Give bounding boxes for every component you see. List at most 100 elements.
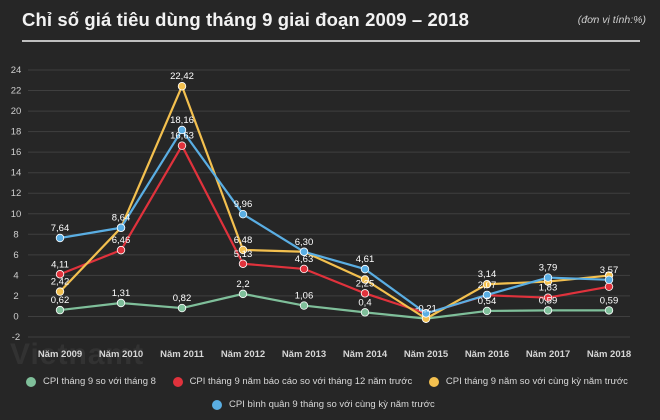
data-point [482, 306, 492, 316]
data-label: 2,2 [236, 279, 249, 290]
y-tick-label: -2 [12, 332, 20, 343]
data-point [238, 289, 248, 299]
x-tick-label: Năm 2010 [99, 349, 143, 360]
data-label: 4,63 [295, 254, 314, 265]
data-label: 1,83 [539, 283, 558, 294]
data-label: 6,30 [295, 237, 314, 248]
x-tick-label: Năm 2017 [526, 349, 570, 360]
y-tick-label: 12 [11, 188, 22, 199]
data-label: 2,07 [478, 280, 497, 291]
data-point [177, 303, 187, 313]
y-tick-label: 10 [11, 209, 22, 220]
data-point [238, 259, 248, 268]
data-label: 7,64 [51, 223, 70, 234]
x-tick-label: Năm 2014 [343, 349, 388, 360]
x-tick-label: Năm 2015 [404, 349, 449, 360]
y-tick-label: 6 [13, 250, 18, 261]
series-line-3 [59, 128, 610, 315]
x-tick-label: Năm 2011 [160, 349, 205, 360]
data-point [55, 270, 65, 279]
data-point [299, 264, 309, 274]
y-tick-label: 2 [13, 291, 18, 302]
data-point [55, 305, 65, 315]
data-label: 0,59 [539, 295, 558, 306]
data-point [421, 309, 431, 318]
data-point [238, 245, 248, 255]
series-line-2 [59, 85, 610, 320]
data-point [299, 247, 309, 256]
y-tick-label: 20 [11, 106, 22, 117]
y-tick-label: 8 [13, 229, 18, 240]
data-point [116, 223, 126, 232]
unit-note: (đơn vị tính:%) [577, 14, 646, 26]
legend-label: CPI bình quân 9 tháng so với cùng kỳ năm… [229, 399, 435, 410]
y-tick-label: 0 [13, 311, 18, 322]
title-rule [22, 40, 640, 42]
data-label: 0,4 [358, 297, 371, 308]
data-point [238, 209, 248, 219]
data-point [543, 273, 553, 282]
data-point [482, 280, 492, 289]
data-label: 22,42 [170, 71, 194, 82]
legend-label: CPI tháng 9 so với tháng 8 [43, 376, 156, 387]
x-tick-label: Năm 2009 [38, 349, 82, 360]
data-label: 16,63 [170, 131, 194, 142]
data-point [360, 264, 370, 274]
y-tick-label: 18 [11, 127, 22, 138]
data-point [360, 308, 370, 317]
data-point [55, 287, 65, 296]
data-label: 6,46 [112, 235, 131, 246]
legend-item: CPI tháng 9 năm so với cùng kỳ năm trước [428, 376, 628, 387]
data-point [177, 141, 187, 150]
legend-dot-red [172, 376, 183, 387]
data-label: 6,48 [234, 235, 253, 246]
data-point [177, 82, 187, 91]
data-point [116, 245, 126, 255]
data-label: 0,82 [173, 293, 192, 304]
chart-title: Chỉ số giá tiêu dùng tháng 9 giai đoạn 2… [22, 9, 470, 30]
legend-dot-blue [212, 399, 222, 410]
legend-dot-green [26, 376, 36, 387]
data-label: 2,25 [356, 278, 375, 289]
y-tick-label: 22 [11, 86, 22, 97]
data-label: 1,06 [295, 291, 314, 302]
data-label: 4,11 [51, 259, 69, 270]
legend-item: CPI tháng 9 so với tháng 8 [26, 376, 156, 387]
data-label: 0,59 [600, 295, 619, 306]
data-point [604, 282, 614, 291]
legend-item: CPI tháng 9 năm báo cáo so với tháng 12 … [172, 376, 413, 387]
data-label: 3,79 [539, 263, 558, 274]
y-tick-label: 14 [11, 168, 22, 179]
x-tick-label: Năm 2016 [465, 349, 509, 360]
data-label: 9,96 [234, 199, 253, 210]
y-tick-label: 16 [11, 147, 22, 158]
watermark: Vietnamt [10, 338, 145, 371]
legend-dot-yellow [428, 376, 439, 387]
data-point [116, 298, 126, 308]
data-label: 4,61 [356, 254, 375, 265]
x-tick-label: Năm 2018 [587, 349, 631, 360]
x-tick-label: Năm 2012 [221, 349, 265, 360]
data-point [299, 301, 309, 310]
y-tick-label: 24 [11, 65, 22, 76]
data-point [543, 293, 553, 302]
data-label: 0,54 [478, 296, 497, 307]
legend-label: CPI tháng 9 năm so với cùng kỳ năm trước [445, 376, 628, 387]
data-label: 1,31 [112, 288, 131, 299]
legend-row-2: CPI bình quân 9 tháng so với cùng kỳ năm… [212, 399, 449, 413]
data-point [604, 306, 614, 315]
data-point [360, 275, 370, 284]
legend-label: CPI tháng 9 năm báo cáo so với tháng 12 … [189, 376, 413, 387]
data-point [360, 289, 370, 298]
series-line-1 [59, 144, 610, 315]
data-label: 5,13 [234, 249, 253, 260]
data-label: 3,14 [478, 269, 497, 280]
legend-row-1: CPI tháng 9 so với tháng 8 CPI tháng 9 n… [26, 376, 642, 390]
data-point [482, 290, 492, 300]
x-tick-label: Năm 2013 [282, 349, 326, 360]
data-label: 2,42 [51, 277, 70, 288]
data-point [55, 233, 65, 243]
data-label: 18,16 [170, 115, 194, 126]
data-point [177, 125, 187, 135]
data-point [543, 306, 553, 315]
